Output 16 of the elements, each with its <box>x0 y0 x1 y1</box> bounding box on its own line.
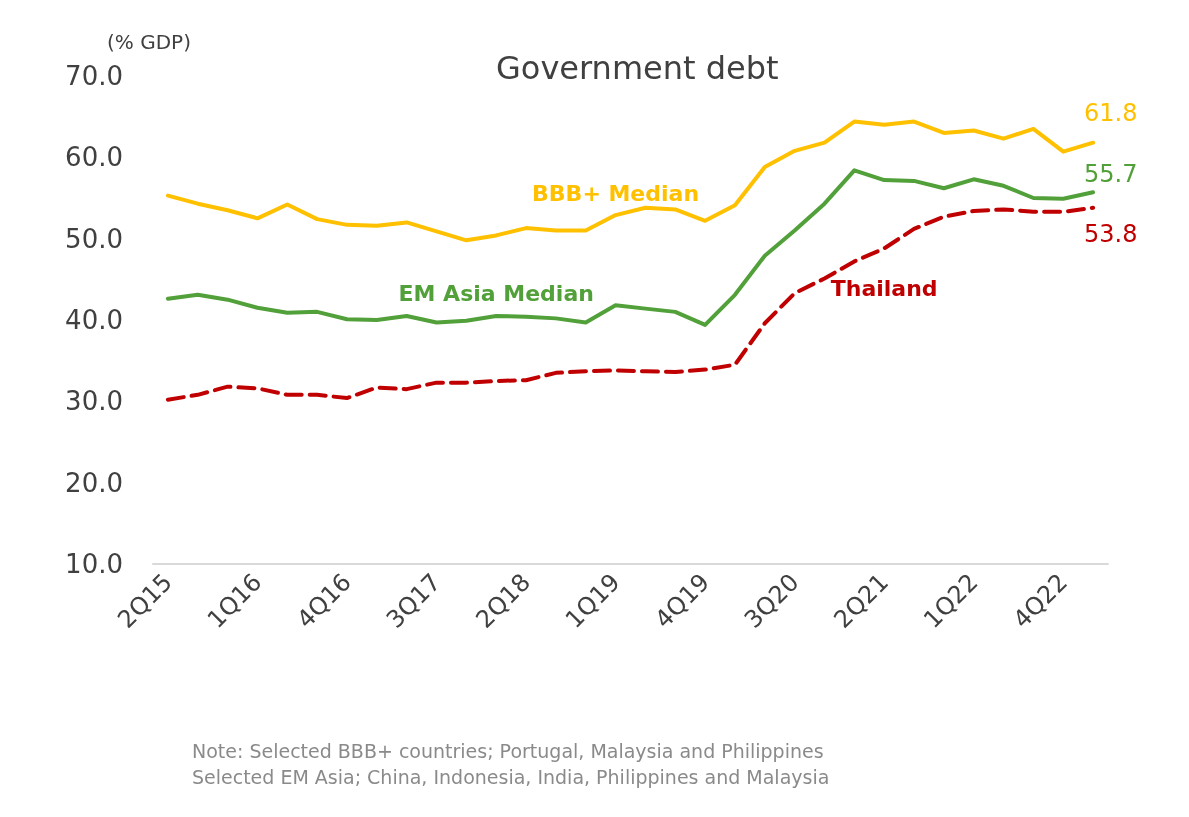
y-tick-label: 40.0 <box>65 305 123 335</box>
y-axis-title: (% GDP) <box>107 30 191 54</box>
y-tick-label: 30.0 <box>65 386 123 417</box>
y-tick-label: 70.0 <box>65 61 123 91</box>
series-label: Thailand <box>830 275 938 301</box>
data-label: 53.8 <box>1084 219 1138 248</box>
text: Note: Selected BBB+ countries; Portugal, Malaysia and Philippines Selected EM Asia; China, Indonesia, India, Philippines and Malaysia <box>192 740 830 788</box>
y-tick-label: 60.0 <box>65 142 123 173</box>
series-label: BBB+ Median <box>532 180 700 206</box>
series-label: EM Asia Median <box>398 281 594 307</box>
chart-title: Government debt <box>496 49 779 87</box>
y-tick-label: 20.0 <box>65 467 123 498</box>
y-tick-label: 50.0 <box>65 223 123 254</box>
data-label: 61.8 <box>1084 98 1138 127</box>
y-tick-label: 10.0 <box>65 549 123 579</box>
data-label: 55.7 <box>1084 160 1138 189</box>
